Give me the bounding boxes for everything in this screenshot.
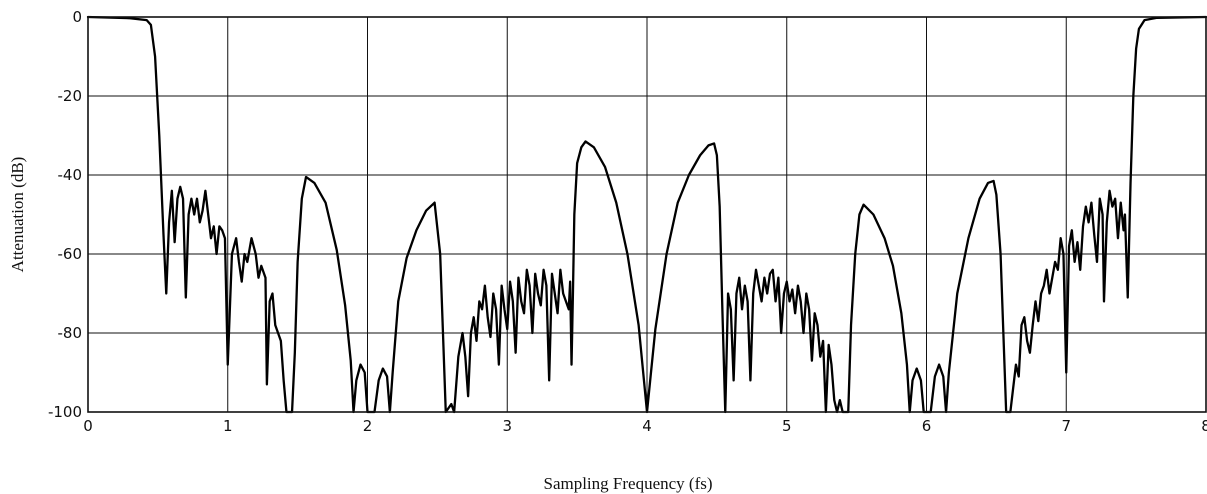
grid <box>87 16 1207 413</box>
y-tick-label: -20 <box>58 87 83 105</box>
y-axis-title: Attenuation (dB) <box>8 157 27 273</box>
y-tick-label: -60 <box>58 245 83 263</box>
x-tick-label: 2 <box>363 417 373 435</box>
series-line <box>86 15 1207 414</box>
y-axis-ticks: 0 -20 -40 -60 -80 -100 <box>48 8 82 421</box>
x-axis-title: Sampling Frequency (fs) <box>543 474 712 493</box>
x-tick-label: 1 <box>223 417 233 435</box>
x-tick-label: 8 <box>1201 417 1207 435</box>
x-tick-label: 7 <box>1061 417 1071 435</box>
x-axis-ticks: 0 1 2 3 4 5 6 7 8 <box>83 417 1207 435</box>
plot-area <box>86 15 1207 414</box>
x-tick-label: 4 <box>642 417 652 435</box>
y-tick-label: -100 <box>48 403 82 421</box>
y-tick-label: -80 <box>58 324 83 342</box>
x-tick-label: 3 <box>502 417 512 435</box>
y-tick-label: -40 <box>58 166 83 184</box>
x-tick-label: 5 <box>782 417 792 435</box>
x-tick-label: 0 <box>83 417 93 435</box>
y-tick-label: 0 <box>72 8 82 26</box>
plot-frame <box>87 16 1207 413</box>
x-tick-label: 6 <box>922 417 932 435</box>
